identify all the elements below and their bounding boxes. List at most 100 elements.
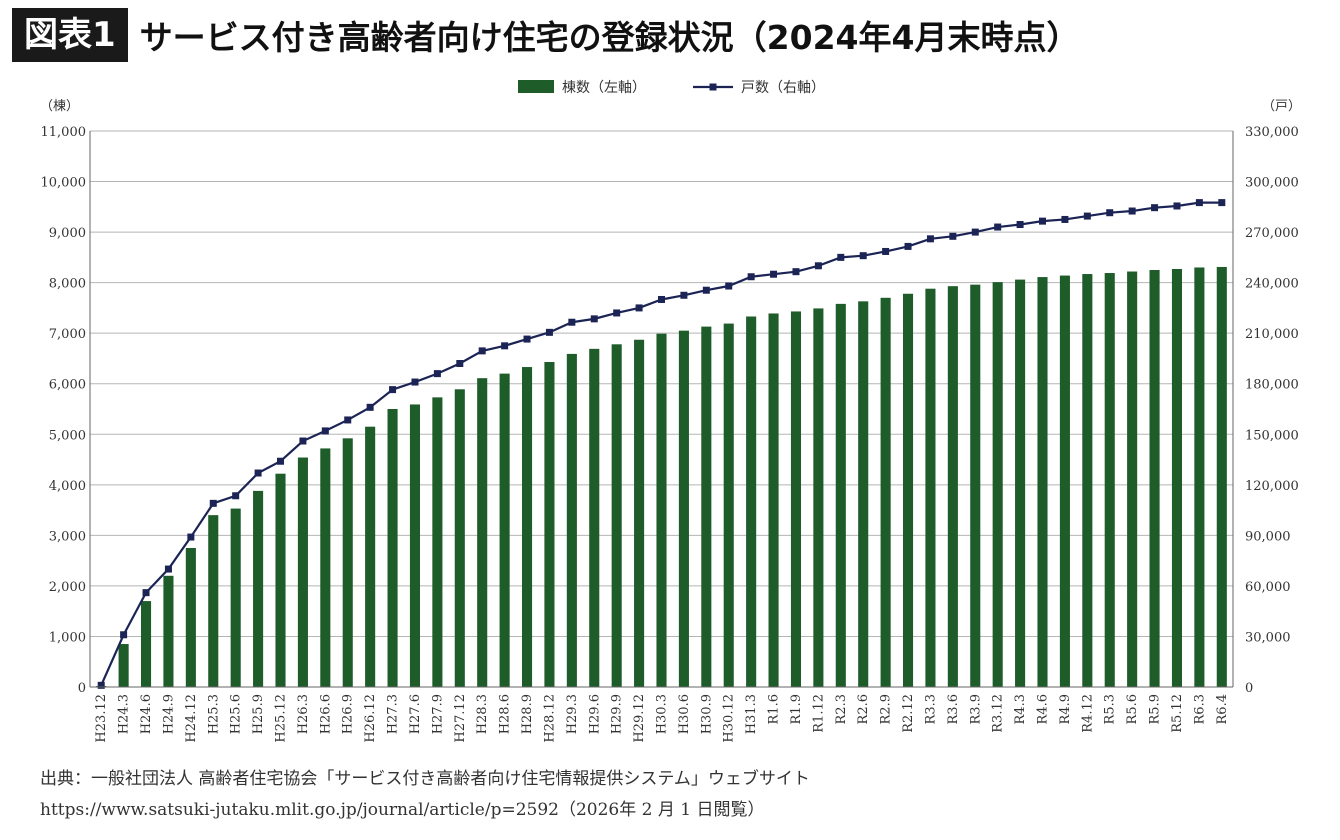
legend-swatch-marker bbox=[709, 83, 717, 91]
bar bbox=[970, 284, 981, 687]
left-tick-label: 7,000 bbox=[49, 327, 86, 342]
line-point bbox=[299, 437, 307, 445]
x-tick-label: R2.6 bbox=[856, 694, 871, 724]
line-point bbox=[1151, 204, 1159, 212]
x-tick-label: H27.9 bbox=[430, 694, 445, 734]
x-tick-label: R5.9 bbox=[1148, 694, 1163, 724]
bar bbox=[589, 348, 600, 687]
x-tick-label: H29.6 bbox=[587, 694, 602, 734]
line-point bbox=[837, 253, 845, 261]
x-tick-label: R5.12 bbox=[1170, 694, 1185, 733]
right-tick-label: 60,000 bbox=[1245, 580, 1291, 595]
line-point bbox=[164, 565, 172, 573]
x-tick-label: H26.3 bbox=[296, 694, 311, 734]
line-point bbox=[770, 270, 778, 278]
x-tick-label: H30.9 bbox=[699, 694, 714, 734]
x-tick-label: H26.6 bbox=[318, 694, 333, 734]
bar bbox=[208, 515, 219, 687]
line-point bbox=[613, 309, 621, 317]
bar bbox=[1082, 274, 1093, 687]
bar bbox=[813, 308, 824, 687]
x-tick-label: H31.3 bbox=[744, 694, 759, 734]
bar bbox=[140, 601, 152, 687]
x-tick-label: H28.12 bbox=[542, 694, 557, 743]
bar bbox=[992, 282, 1003, 687]
line-point bbox=[658, 295, 665, 303]
x-tick-label: R4.12 bbox=[1080, 694, 1095, 733]
bar bbox=[1194, 267, 1205, 687]
bar bbox=[163, 575, 174, 687]
line-point bbox=[366, 403, 374, 411]
line-point bbox=[187, 533, 195, 541]
bar bbox=[185, 548, 196, 687]
line-point bbox=[1218, 199, 1226, 207]
bar bbox=[656, 333, 667, 687]
x-tick-label: R4.9 bbox=[1058, 694, 1073, 724]
source-line-1: 出典：一般社団法人 高齢者住宅協会「サービス付き高齢者向け住宅情報提供システム」… bbox=[40, 769, 810, 789]
bar-series bbox=[96, 266, 1227, 687]
x-tick-label: H29.12 bbox=[632, 694, 647, 743]
right-tick-label: 150,000 bbox=[1245, 428, 1299, 443]
line-point bbox=[635, 304, 643, 312]
bar bbox=[365, 426, 376, 687]
line-point bbox=[568, 318, 576, 326]
x-tick-label: H24.3 bbox=[117, 694, 132, 734]
right-tick-label: 180,000 bbox=[1245, 378, 1299, 393]
left-tick-label: 2,000 bbox=[49, 580, 86, 595]
x-tick-label: H28.9 bbox=[520, 694, 535, 734]
line-point bbox=[1016, 221, 1024, 229]
bar bbox=[880, 297, 891, 687]
line-point bbox=[389, 386, 397, 394]
x-tick-label: H30.3 bbox=[655, 694, 670, 734]
x-tick-label: R5.3 bbox=[1103, 694, 1118, 724]
left-tick-label: 11,000 bbox=[41, 125, 87, 140]
x-tick-label: R4.6 bbox=[1036, 694, 1051, 724]
line-point bbox=[545, 328, 553, 336]
x-tick-label: R1.9 bbox=[789, 694, 804, 724]
line-point bbox=[949, 232, 957, 240]
x-tick-label: R2.9 bbox=[879, 694, 894, 724]
line-point bbox=[433, 370, 441, 378]
line-point bbox=[792, 268, 800, 276]
line-point bbox=[277, 457, 284, 465]
line-point bbox=[501, 342, 509, 350]
line-point bbox=[1083, 212, 1091, 220]
title-bar: 図表1 サービス付き高齢者向け住宅の登録状況（2024年4月末時点） bbox=[12, 6, 1079, 64]
left-tick-label: 10,000 bbox=[41, 176, 87, 191]
x-tick-label: H25.6 bbox=[229, 694, 244, 734]
left-tick-label: 3,000 bbox=[49, 529, 86, 544]
right-tick-label: 120,000 bbox=[1245, 479, 1299, 494]
x-tick-label: R6.4 bbox=[1215, 694, 1230, 724]
bar bbox=[1127, 271, 1138, 687]
line-point bbox=[478, 347, 486, 355]
right-axis-label: （戸） bbox=[1262, 99, 1301, 114]
line-point bbox=[411, 378, 419, 386]
line-point bbox=[344, 416, 352, 424]
bar bbox=[454, 389, 465, 687]
bar bbox=[118, 644, 129, 687]
line-point bbox=[1195, 199, 1203, 207]
bar bbox=[1037, 277, 1048, 687]
line-point bbox=[971, 228, 979, 236]
bar bbox=[835, 303, 846, 687]
x-tick-label: H26.9 bbox=[341, 694, 356, 734]
bar bbox=[253, 490, 264, 687]
bar bbox=[1059, 275, 1070, 687]
x-tick-label: H24.9 bbox=[161, 694, 176, 734]
left-tick-label: 0 bbox=[78, 681, 86, 696]
line-point bbox=[814, 262, 822, 270]
x-tick-label: R1.12 bbox=[811, 694, 826, 733]
x-tick-label: R3.3 bbox=[923, 694, 938, 724]
bar bbox=[477, 378, 488, 687]
line-point bbox=[456, 360, 464, 368]
x-tick-label: H27.6 bbox=[408, 694, 423, 734]
bar bbox=[230, 508, 241, 687]
figure-badge: 図表1 bbox=[12, 8, 128, 62]
right-tick-label: 210,000 bbox=[1245, 327, 1299, 342]
right-tick-label: 0 bbox=[1245, 681, 1253, 696]
bar bbox=[566, 353, 577, 687]
x-tick-label: H24.6 bbox=[139, 694, 154, 734]
line-point bbox=[1173, 202, 1181, 210]
bar bbox=[521, 367, 533, 687]
x-tick-label: H24.12 bbox=[184, 694, 199, 743]
